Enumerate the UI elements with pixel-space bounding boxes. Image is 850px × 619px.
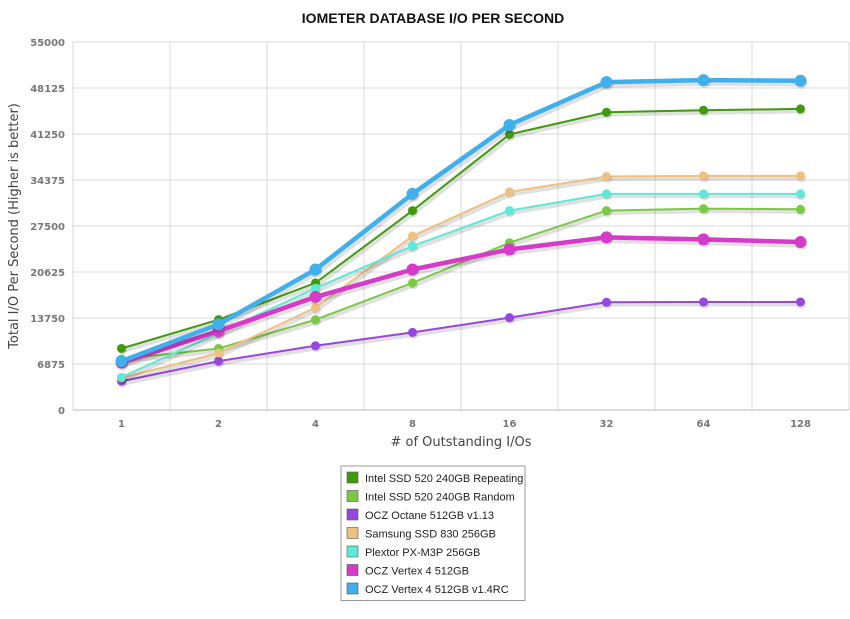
data-point [408,327,417,337]
series-2 [117,204,806,366]
x-tick-label: 1 [118,419,125,430]
series-line [121,207,801,361]
data-point [311,303,320,313]
y-tick-label: 41250 [30,130,65,141]
data-point [602,171,611,181]
data-point [117,372,126,382]
data-point [406,263,419,276]
legend-swatch [346,582,359,595]
legend-entry: OCZ Vertex 4 512GB [365,566,469,578]
x-tick-label: 2 [215,419,222,430]
data-point [796,189,805,199]
data-point [212,318,225,331]
series-line [121,174,801,379]
series-line-shadow [122,302,802,386]
data-point [794,74,807,87]
x-tick-label: 8 [409,419,416,430]
data-point [600,231,613,244]
series-line [120,235,801,365]
x-tick-label: 64 [697,419,711,430]
y-tick-label: 27500 [30,222,65,233]
legend-swatch [346,545,359,558]
x-tick-label: 4 [312,419,319,430]
data-point [505,129,514,139]
series-4 [117,171,806,385]
data-point [214,356,223,366]
data-point [796,104,805,114]
series-line [120,77,801,364]
series-line-shadow [121,236,803,369]
series-line-shadow [121,79,803,367]
data-point [408,231,417,241]
data-point [697,233,710,246]
legend-swatch [346,490,359,502]
series-line-shadow [122,209,803,364]
data-point [602,107,611,117]
data-point [408,206,417,216]
data-point [117,343,126,353]
legend-swatch [346,508,359,521]
chart-title: IOMETER DATABASE I/O PER SECOND [302,10,564,26]
y-tick-label: 13750 [30,314,65,325]
series-7 [115,74,808,370]
legend-swatch [346,564,359,576]
y-tick-label: 0 [58,406,65,417]
plot-area: 0 6875 13750 20625 27500 34375 41250 48125 55000… [30,38,850,430]
y-tick-label: 6875 [37,360,65,371]
data-point [602,189,611,199]
data-point [699,105,708,115]
data-point [115,355,128,368]
data-point [406,187,419,200]
series-6 [115,231,808,371]
data-point [697,74,710,87]
data-point [311,283,320,293]
y-tick-label: 55000 [30,38,65,49]
data-point [309,263,322,276]
legend-entry: Intel SSD 520 240GB Random [365,492,515,504]
legend-swatch [346,471,359,484]
data-point [796,204,805,214]
y-axis-label: Total I/O Per Second (Higher is better) [7,103,22,350]
data-point [602,206,611,216]
y-tick-label: 48125 [30,84,65,95]
data-point [309,290,322,303]
data-point [408,278,417,288]
data-point [311,341,320,351]
data-point [699,189,708,199]
data-point [311,315,320,325]
series-line-shadow [122,176,802,383]
data-point [796,297,805,307]
legend-entry: Samsung SSD 830 256GB [365,529,496,541]
data-point [505,206,514,216]
series-line-shadow [122,194,802,382]
data-point [214,348,223,358]
x-axis-label: # of Outstanding I/Os [390,435,531,450]
legend-entry: OCZ Vertex 4 512GB v1.4RC [365,584,509,596]
data-point [699,171,708,181]
data-point [503,118,516,131]
data-point [699,204,708,214]
legend-box [340,465,526,601]
x-tick-label: 128 [790,419,811,430]
y-tick-label: 20625 [30,268,65,279]
legend-swatch [346,527,359,539]
legend-entry: Plextor PX-M3P 256GB [365,547,480,559]
data-point [600,76,613,89]
data-point [408,241,417,251]
data-point [796,171,805,181]
data-point [505,187,514,197]
data-point [505,313,514,323]
data-point [503,243,516,256]
y-tick-label: 34375 [30,176,65,187]
legend-entry: Intel SSD 520 240GB Repeating [365,473,523,485]
series-line [121,300,801,383]
legend-entry: OCZ Octane 512GB v1.13 [365,510,494,522]
data-point [602,297,611,307]
x-tick-label: 16 [503,419,517,430]
data-point [699,297,708,307]
data-point [794,236,807,249]
legend: Intel SSD 520 240GB Repeating Intel SSD 5… [340,465,526,601]
x-tick-label: 32 [600,419,614,430]
